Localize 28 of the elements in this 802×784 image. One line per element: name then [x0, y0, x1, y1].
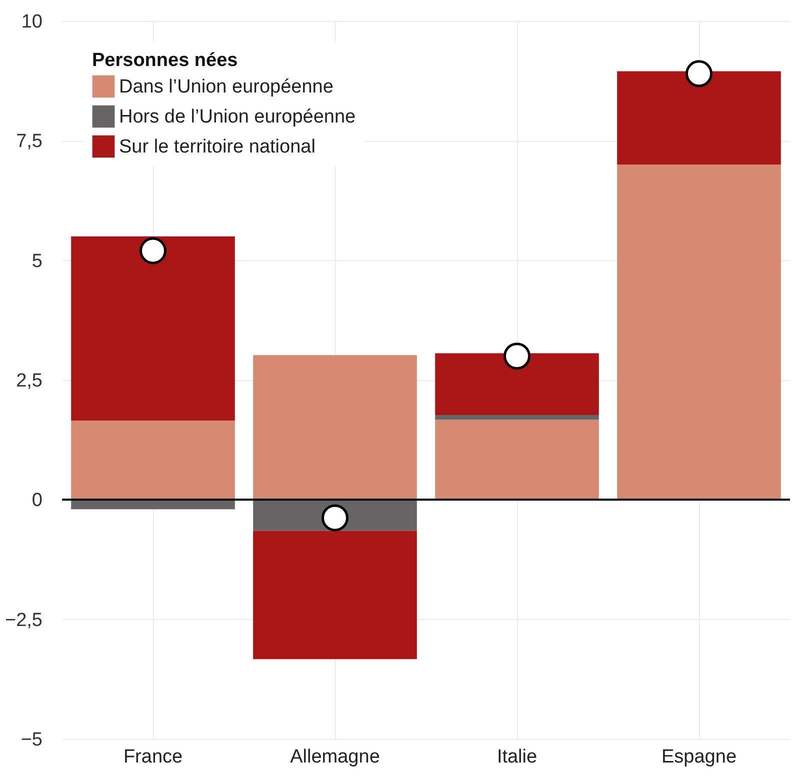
x-tick-label: France [123, 746, 183, 768]
bar [253, 530, 417, 660]
bar [71, 420, 235, 500]
bar [435, 420, 599, 500]
y-tick-label: −5 [20, 730, 42, 750]
bar [435, 353, 599, 415]
legend-label: Hors de l’Union européenne [119, 106, 356, 128]
y-tick-label: 0 [32, 490, 42, 512]
y-tick-label: 5 [32, 250, 42, 272]
bar [435, 414, 599, 420]
x-tick-label: Allemagne [290, 746, 380, 768]
y-tick-label: 2,5 [16, 370, 42, 392]
x-tick-label: Italie [496, 746, 538, 768]
legend-label: Sur le territoire national [119, 136, 316, 158]
bar [71, 236, 235, 421]
y-tick-label: 10 [21, 12, 42, 32]
bar [617, 71, 781, 165]
point [140, 237, 166, 264]
point [322, 504, 348, 532]
bar [617, 164, 781, 500]
y-tick-label: 7,5 [16, 131, 42, 152]
legend-label: Dans l’Union européenne [119, 76, 334, 98]
point [504, 342, 530, 370]
point [686, 60, 712, 88]
y-tick-label: −2,5 [4, 610, 42, 631]
bar [253, 355, 417, 500]
legend-title: Personnes nées [92, 50, 238, 71]
x-tick-label: Espagne [661, 746, 737, 768]
